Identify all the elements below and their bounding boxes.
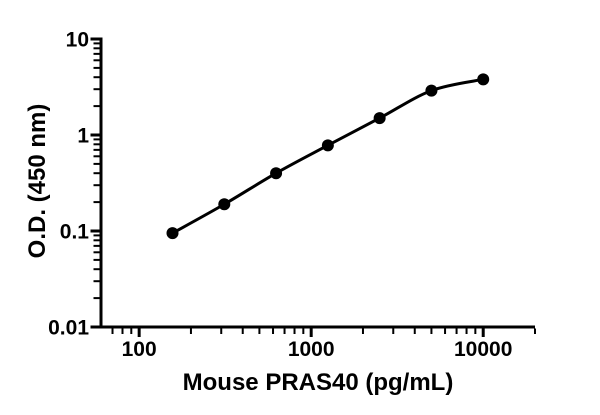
data-point-marker <box>218 198 231 211</box>
x-tick-label: 10000 <box>454 338 512 361</box>
data-point-marker <box>321 139 334 152</box>
y-axis-title: O.D. (450 nm) <box>24 103 51 259</box>
axis-frame <box>99 37 535 329</box>
x-axis-title: Mouse PRAS40 (pg/mL) <box>182 369 454 396</box>
x-tick-label: 1000 <box>288 338 335 361</box>
y-tick-label: 0.01 <box>48 317 89 340</box>
y-tick-label: 0.1 <box>60 221 90 244</box>
data-point-marker <box>373 112 386 125</box>
data-point-marker <box>270 167 283 180</box>
data-point-marker <box>166 227 179 240</box>
data-point-marker <box>477 73 490 86</box>
y-tick-label: 1 <box>77 125 89 148</box>
data-point-marker <box>425 84 438 97</box>
x-tick-label: 100 <box>122 338 157 361</box>
y-tick-label: 10 <box>66 29 89 52</box>
standard-curve-line <box>171 77 485 235</box>
